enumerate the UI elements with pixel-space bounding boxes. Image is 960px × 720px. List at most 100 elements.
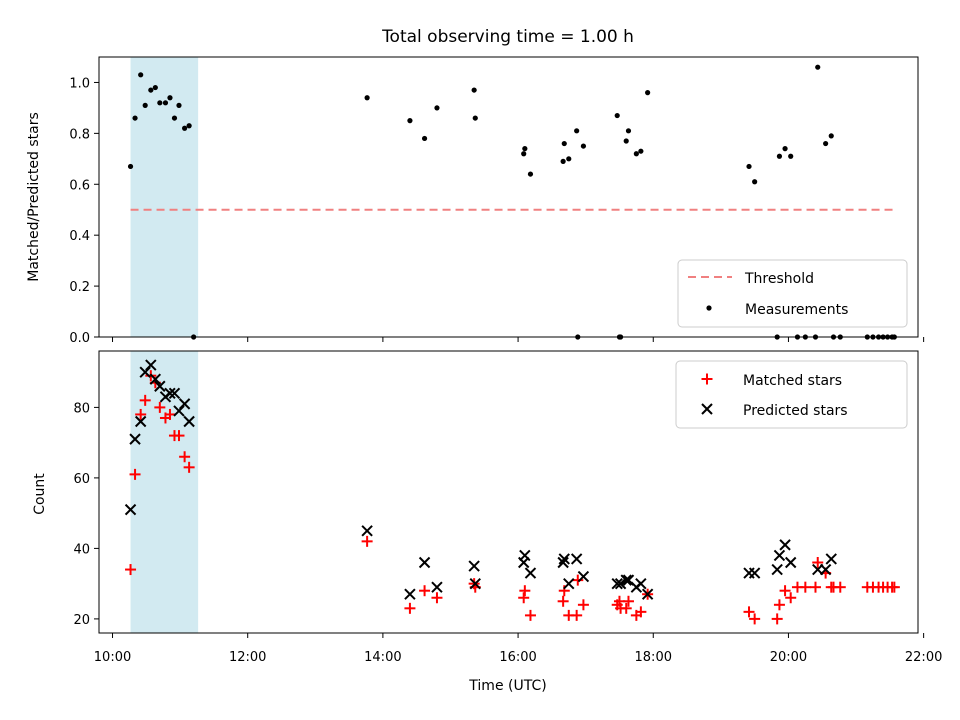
x-stroke-2 — [361, 525, 373, 537]
matched-star-point — [791, 581, 803, 593]
predicted-star-point — [139, 366, 151, 378]
predicted-star-point — [519, 549, 531, 562]
predicted-star-point — [825, 553, 837, 565]
x-tick-label: 10:00 — [94, 650, 131, 665]
x-stroke-2 — [173, 405, 185, 417]
x-stroke-2 — [431, 581, 443, 593]
x-stroke-2 — [825, 553, 837, 565]
x-stroke-2 — [469, 577, 481, 590]
measurement-point — [148, 87, 154, 93]
x-stroke-2 — [771, 563, 783, 576]
x-stroke-2 — [164, 387, 176, 400]
predicted-star-point — [779, 539, 791, 551]
x-stroke-2 — [563, 577, 575, 590]
y-tick-label: 0.0 — [69, 331, 90, 346]
matched-star-point — [635, 606, 647, 618]
measurement-point — [566, 156, 572, 162]
matched-star-point — [577, 599, 589, 611]
highlight-span — [130, 351, 199, 633]
matched-star-point — [771, 613, 783, 625]
predicted-star-point — [819, 563, 832, 576]
highlight-span — [130, 57, 199, 337]
x-axis-label: Time (UTC) — [468, 678, 546, 694]
x-stroke-2 — [635, 577, 647, 590]
predicted-star-point — [145, 359, 157, 371]
predicted-star-point — [134, 415, 147, 428]
matched-star-point — [613, 595, 625, 607]
x-stroke-2 — [622, 574, 635, 586]
measurement-point — [527, 171, 534, 177]
matched-star-point — [173, 430, 185, 442]
x-stroke-2 — [558, 553, 570, 565]
legend-bottom: Matched stars Predicted stars — [675, 360, 908, 429]
predicted-star-point — [557, 556, 569, 569]
matched-star-point — [431, 592, 443, 604]
predicted-star-point — [524, 567, 537, 579]
predicted-star-point — [183, 415, 195, 428]
measurement-point — [421, 135, 428, 142]
measurement-point — [746, 163, 752, 170]
x-stroke-2 — [519, 549, 531, 562]
predicted-star-point — [361, 525, 373, 537]
x-stroke-2 — [748, 567, 761, 579]
y-tick-label: 1.0 — [69, 76, 90, 91]
predicted-star-point — [469, 577, 481, 590]
x-stroke-2 — [139, 366, 151, 378]
matched-star-point — [809, 581, 821, 593]
matched-star-point — [785, 592, 797, 604]
matched-star-point — [518, 592, 530, 604]
legend-measurement-swatch — [706, 305, 712, 311]
x-stroke-2 — [641, 588, 654, 600]
measurement-point — [472, 115, 478, 121]
predicted-star-point — [563, 577, 575, 590]
matched-star-point — [139, 394, 151, 406]
x-stroke-2 — [779, 539, 791, 551]
measurement-point — [138, 72, 144, 78]
measurement-point — [623, 138, 629, 144]
measurement-point — [521, 151, 527, 157]
matched-star-point — [773, 599, 785, 611]
legend-measurement-label: Measurements — [745, 302, 848, 318]
matched-star-point — [888, 581, 900, 593]
chart-title: Total observing time = 1.00 h — [381, 27, 634, 47]
matched-star-point — [572, 574, 584, 586]
y-tick-label: 60 — [73, 472, 90, 487]
predicted-star-point — [149, 373, 162, 385]
bottom-panel: 20 40 60 80 10:00 12:00 14:00 16:00 18:00 20:00 22… — [73, 350, 942, 665]
measurement-point — [186, 123, 192, 129]
predicted-star-point — [611, 577, 623, 590]
x-stroke-2 — [418, 556, 431, 569]
predicted-star-point — [784, 556, 797, 569]
legend-predicted-label: Predicted stars — [743, 403, 848, 419]
predicted-star-point — [173, 405, 185, 417]
predicted-star-point — [164, 387, 176, 400]
measurement-point — [434, 105, 440, 111]
legend-box — [677, 259, 908, 328]
matched-star-point — [164, 408, 176, 420]
matched-star-point — [179, 451, 191, 463]
predicted-star-point — [431, 581, 443, 593]
legend-box — [675, 360, 908, 429]
measurement-point — [471, 87, 477, 93]
top-frame — [98, 56, 919, 338]
x-stroke-2 — [134, 415, 147, 428]
x-tick-label: 14:00 — [364, 650, 401, 665]
x-tick-label: 22:00 — [905, 650, 942, 665]
y-tick-label: 0.8 — [69, 127, 90, 142]
predicted-star-point — [748, 567, 761, 579]
legend-threshold-label: Threshold — [744, 271, 814, 287]
matched-star-point — [519, 585, 531, 597]
predicted-star-point — [404, 588, 416, 600]
predicted-star-point — [129, 433, 141, 445]
measurement-point — [638, 148, 644, 154]
predicted-star-point — [771, 563, 783, 576]
matched-star-point — [779, 585, 791, 597]
x-stroke-2 — [819, 563, 832, 576]
measurement-point — [182, 125, 188, 131]
x-stroke-2 — [178, 398, 191, 410]
x-stroke-2 — [149, 373, 162, 385]
measurement-point — [560, 158, 566, 164]
matched-star-point — [135, 408, 147, 420]
measurement-point — [132, 115, 138, 121]
